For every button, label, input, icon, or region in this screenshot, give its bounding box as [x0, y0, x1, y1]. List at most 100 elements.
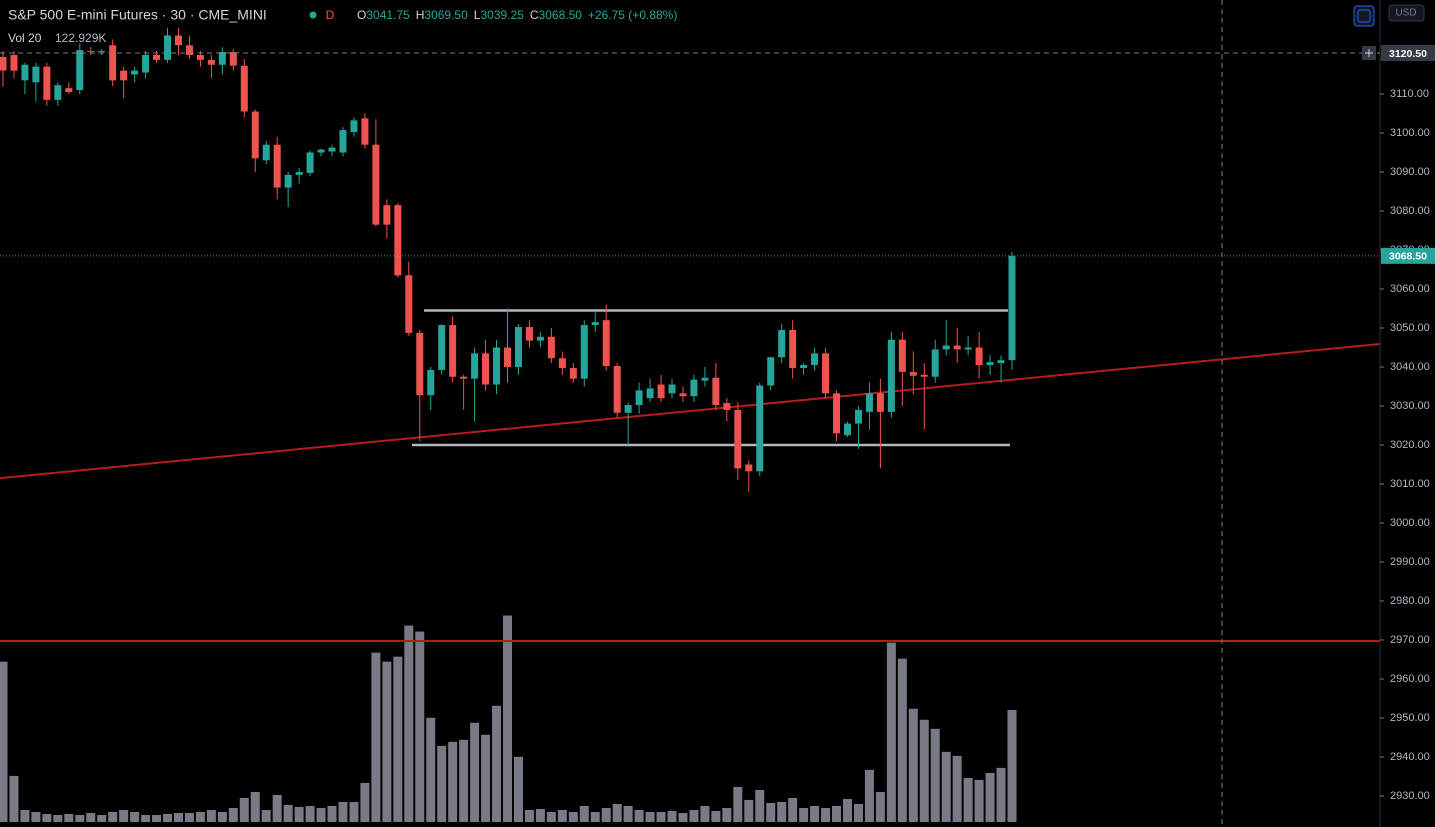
last-price-box	[1381, 247, 1435, 264]
last-price-label: 3068.50	[1389, 251, 1427, 263]
candle-body	[931, 349, 939, 377]
auto-scale-button[interactable]	[1353, 5, 1375, 27]
candle-body	[0, 56, 7, 71]
interval-badge: D	[326, 8, 335, 22]
candle-body	[273, 144, 281, 188]
candle-body	[942, 345, 950, 350]
plus-icon	[1365, 49, 1373, 58]
volume-last-value: 122.929K	[55, 31, 106, 45]
candle-body	[142, 54, 150, 73]
candle-body	[87, 51, 95, 53]
candle-body	[975, 347, 983, 366]
volume-bar	[897, 658, 907, 822]
volume-bar	[919, 719, 929, 822]
candle-body	[427, 369, 435, 396]
candle-body	[646, 388, 654, 399]
candle-body	[383, 205, 391, 225]
volume-bar	[349, 801, 359, 822]
volume-bar	[9, 775, 19, 822]
candle-body	[207, 59, 215, 65]
volume-bar	[832, 805, 842, 822]
candle-body	[668, 384, 676, 394]
candle-body	[54, 85, 62, 100]
candle-body	[920, 374, 928, 377]
volume-bar	[261, 809, 271, 822]
candle-body	[460, 376, 468, 379]
y-tick-label: 3110.00	[1390, 88, 1429, 100]
volume-bar	[513, 756, 523, 822]
volume-bar	[195, 811, 205, 822]
candle-body	[690, 379, 698, 397]
volume-bar	[941, 751, 951, 822]
candle-body	[164, 35, 172, 60]
candle-body	[865, 393, 873, 412]
volume-bar	[886, 642, 896, 822]
volume-bar	[634, 809, 644, 822]
volume-bar	[371, 652, 381, 822]
candle-body	[196, 54, 204, 60]
candle-body	[997, 360, 1005, 364]
candle-body	[43, 66, 51, 100]
volume-bar	[821, 807, 831, 822]
candle-body	[701, 377, 709, 381]
volume-bar	[645, 811, 655, 822]
candle-body	[525, 327, 533, 341]
y-tick-label: 2940.00	[1390, 751, 1430, 763]
ohlc-key: O	[357, 8, 366, 22]
volume-bar	[678, 812, 688, 822]
candle-body	[76, 50, 84, 91]
ohlc-value: 3041.75	[366, 8, 410, 22]
candle-body	[218, 52, 226, 65]
volume-bar	[733, 786, 743, 822]
drawing-line	[0, 342, 1381, 480]
ohlc-legend: O3041.75 H3069.50 L3039.25 C3068.50 +26.75 (…	[357, 8, 677, 22]
candle-body	[909, 371, 917, 376]
volume-bar	[842, 798, 852, 822]
candle-body	[306, 152, 314, 173]
y-tick-label: 3000.00	[1390, 517, 1430, 529]
y-tick-label: 3010.00	[1390, 478, 1430, 490]
candle-body	[32, 66, 40, 83]
candle-body	[21, 64, 29, 81]
volume-bar	[53, 814, 63, 822]
volume-bar	[250, 791, 260, 822]
candle-body	[767, 357, 775, 386]
candle-body	[1008, 255, 1016, 361]
candle-body	[953, 345, 961, 350]
volume-bar	[1007, 710, 1017, 822]
volume-bar	[470, 722, 480, 822]
volume-bar	[86, 812, 96, 822]
candle-body	[800, 365, 808, 368]
candle-body	[986, 362, 994, 366]
volume-bar	[864, 769, 874, 822]
candle-body	[339, 130, 347, 153]
candle-body	[185, 45, 193, 55]
y-tick-label: 2950.00	[1390, 712, 1430, 724]
candle-body	[624, 405, 632, 413]
volume-bar	[667, 810, 677, 822]
volume-bar	[590, 811, 600, 822]
volume-bar	[524, 809, 534, 822]
volume-bar	[503, 615, 512, 822]
candle-body	[789, 329, 797, 368]
y-tick-label: 3060.00	[1390, 283, 1430, 295]
volume-bar	[152, 814, 162, 822]
candle-body	[723, 403, 731, 410]
candle-body	[372, 144, 380, 225]
volume-bar	[711, 810, 721, 822]
candle-body	[284, 174, 292, 188]
candle-body	[635, 390, 643, 406]
currency-badge[interactable]	[1388, 4, 1425, 22]
candle-body	[174, 35, 182, 46]
volume-bar	[459, 739, 469, 822]
candle-body	[482, 353, 490, 385]
candle-body	[591, 322, 599, 326]
candle-body	[394, 205, 402, 276]
candle-body	[240, 65, 248, 112]
candle-body	[536, 336, 544, 341]
volume-bar	[316, 807, 326, 822]
candle-body	[416, 332, 424, 396]
y-tick-label: 3100.00	[1390, 127, 1430, 139]
crosshair-price-box	[1381, 45, 1435, 62]
